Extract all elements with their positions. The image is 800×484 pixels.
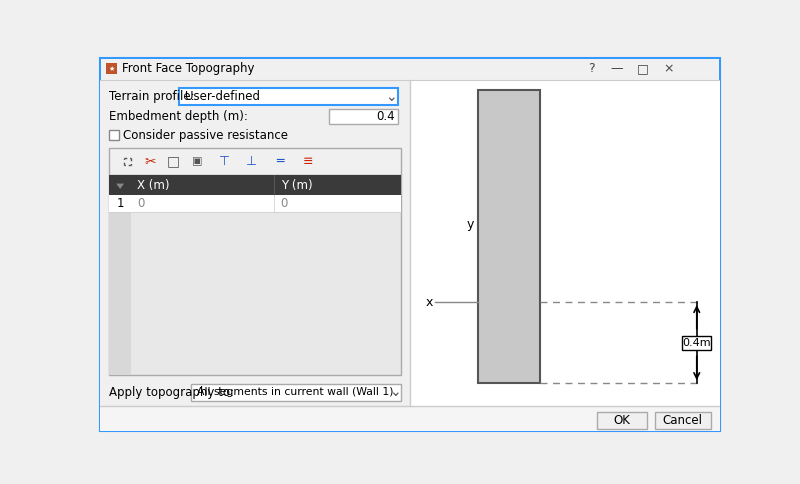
Text: ✂: ✂	[145, 155, 156, 168]
Text: ?: ?	[588, 62, 594, 76]
Bar	[100, 80, 410, 431]
Text: ★: ★	[109, 66, 114, 72]
Text: Terrain profile:: Terrain profile:	[110, 90, 195, 103]
Text: 0.4m: 0.4m	[682, 338, 711, 348]
Bar	[110, 148, 401, 175]
Text: ⊥: ⊥	[246, 155, 257, 168]
Bar	[110, 175, 401, 375]
Text: □: □	[167, 155, 180, 168]
Bar	[597, 411, 647, 429]
Bar	[655, 411, 710, 429]
Text: Cancel: Cancel	[663, 414, 703, 427]
Text: ═: ═	[276, 155, 283, 168]
Text: Apply topography to:: Apply topography to:	[110, 386, 234, 399]
Text: ⌄: ⌄	[386, 90, 398, 104]
Text: 1: 1	[117, 197, 124, 210]
Text: ≡: ≡	[302, 155, 313, 168]
Text: Consider passive resistance: Consider passive resistance	[123, 129, 288, 142]
Bar	[478, 91, 540, 383]
Polygon shape	[116, 183, 124, 189]
Text: □: □	[637, 62, 648, 76]
Text: ▣: ▣	[192, 157, 202, 166]
Text: —: —	[610, 62, 622, 76]
Text: y: y	[467, 218, 474, 231]
Text: All segments in current wall (Wall 1): All segments in current wall (Wall 1)	[197, 387, 394, 397]
Bar	[110, 175, 131, 375]
Text: ⊤: ⊤	[218, 155, 230, 168]
Bar	[329, 109, 398, 124]
Text: ×: ×	[664, 62, 674, 76]
Text: 0.4: 0.4	[377, 110, 395, 123]
Text: ⌄: ⌄	[390, 385, 401, 399]
Text: 0: 0	[281, 197, 288, 210]
Bar	[110, 195, 401, 212]
Bar	[682, 336, 711, 349]
Text: OK: OK	[614, 414, 630, 427]
Bar	[100, 406, 720, 431]
Text: 0: 0	[138, 197, 145, 210]
Text: X (m): X (m)	[138, 179, 170, 192]
Bar	[191, 384, 401, 401]
Text: Front Face Topography: Front Face Topography	[122, 62, 254, 76]
Bar	[110, 175, 401, 195]
Text: Y (m): Y (m)	[281, 179, 312, 192]
Text: Embedment depth (m):: Embedment depth (m):	[110, 110, 248, 123]
Bar	[410, 80, 720, 406]
Bar	[101, 59, 719, 80]
Bar	[110, 130, 119, 140]
Bar	[179, 88, 398, 105]
Text: User-defined: User-defined	[186, 90, 260, 103]
Text: x: x	[426, 296, 433, 309]
Bar	[106, 63, 117, 74]
